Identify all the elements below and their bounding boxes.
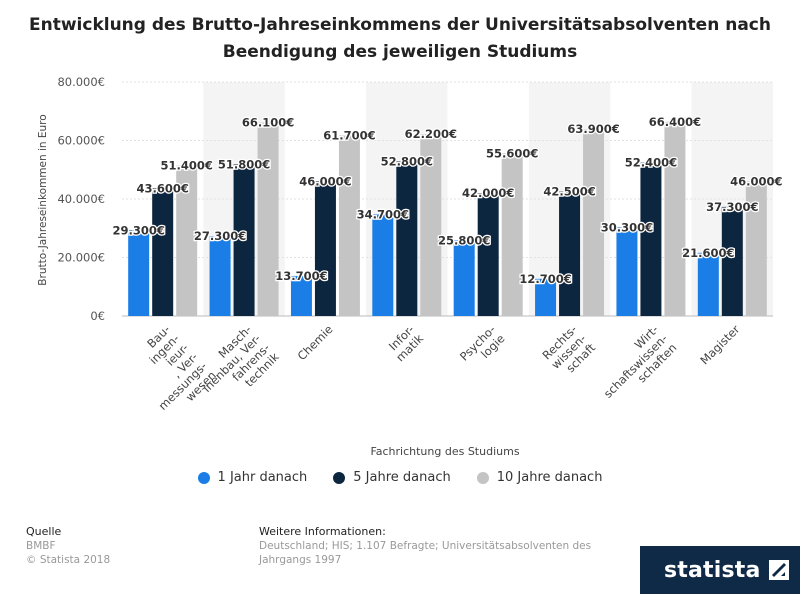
svg-text:Magister: Magister — [697, 322, 742, 367]
x-tick-label: Masch-inenbau, Ver-fahrens-technik — [191, 322, 282, 413]
data-label: 46.000€ — [730, 174, 782, 188]
x-tick-label: Infor-matik — [384, 322, 426, 364]
legend-marker-10-jahre — [476, 471, 489, 484]
info-heading[interactable]: Weitere Informationen: — [259, 525, 386, 538]
bar[interactable] — [128, 230, 150, 316]
svg-text:Wirt-schaftswissen-schaften: Wirt-schaftswissen-schaften — [592, 322, 680, 410]
bar[interactable] — [372, 214, 394, 316]
bar[interactable] — [314, 181, 336, 316]
svg-text:Masch-inenbau, Ver-fahrens-tec: Masch-inenbau, Ver-fahrens-technik — [191, 322, 282, 413]
data-label: 52.800€ — [381, 155, 433, 169]
data-label: 27.300€ — [194, 229, 246, 243]
y-axis-label: Brutto-Jahreseinkommen in Euro — [37, 114, 49, 285]
bar[interactable] — [152, 188, 174, 316]
bar[interactable] — [664, 121, 686, 316]
data-label: 62.200€ — [405, 127, 457, 141]
data-label: 29.300€ — [112, 223, 164, 237]
data-label: 34.700€ — [357, 208, 409, 222]
data-label: 42.500€ — [543, 185, 595, 199]
svg-text:Psycho-logie: Psycho-logie — [457, 322, 508, 373]
bar[interactable] — [721, 206, 743, 316]
y-tick-label: 20.000€ — [57, 251, 105, 265]
legend-marker-5-jahre — [333, 471, 346, 484]
x-tick-label: Psycho-logie — [457, 322, 508, 373]
bar[interactable] — [640, 162, 662, 316]
chart-title-line-2: Beendigung des jeweiligen Studiums — [222, 42, 578, 62]
source-value: BMBF — [26, 540, 56, 552]
bar[interactable] — [616, 227, 638, 316]
data-label: 66.400€ — [649, 115, 701, 129]
legend-item-1-jahr[interactable]: 1 Jahr danach — [197, 470, 308, 485]
source-block: Quelle BMBF © Statista 2018 — [26, 525, 110, 567]
y-tick-label: 60.000€ — [57, 134, 105, 148]
data-label: 52.400€ — [625, 156, 677, 170]
y-tick-label: 0€ — [90, 309, 105, 323]
data-label: 55.600€ — [486, 146, 538, 160]
statista-logo[interactable]: statista — [640, 546, 800, 594]
svg-text:Infor-matik: Infor-matik — [384, 322, 426, 364]
data-label: 43.600€ — [136, 181, 188, 195]
bar[interactable] — [290, 275, 312, 316]
x-tick-label: Magister — [697, 322, 742, 367]
statista-logo-icon — [768, 560, 789, 580]
bar[interactable] — [745, 181, 767, 316]
legend-marker-1-jahr — [197, 471, 210, 484]
bar[interactable] — [583, 129, 605, 316]
info-line-2: Jahrgangs 1997 — [259, 554, 342, 566]
bar[interactable] — [396, 161, 418, 316]
data-label: 51.400€ — [160, 159, 212, 173]
bar[interactable] — [477, 193, 499, 316]
legend-label-5-jahre: 5 Jahre danach — [353, 470, 451, 485]
bar[interactable] — [257, 122, 279, 316]
svg-text:Bau-ingen-ieur-, Ver-messungs-: Bau-ingen-ieur-, Ver-messungs-wesen — [119, 322, 219, 422]
copyright: © Statista 2018 — [26, 554, 111, 566]
bar[interactable] — [338, 135, 360, 316]
data-label: 63.900€ — [567, 122, 619, 136]
chart-title-line-1: Entwicklung des Brutto-Jahreseinkommens … — [29, 15, 771, 35]
bar[interactable] — [209, 236, 231, 316]
x-tick-label: Bau-ingen-ieur-, Ver-messungs-wesen — [119, 322, 219, 422]
bar[interactable] — [535, 278, 557, 316]
y-tick-label: 40.000€ — [57, 192, 105, 206]
bar[interactable] — [420, 134, 442, 316]
bar[interactable] — [176, 165, 198, 316]
svg-text:Rechts-wissen-schaft: Rechts-wissen-schaft — [539, 322, 598, 381]
data-label: 25.800€ — [438, 234, 490, 248]
legend-label-10-jahre: 10 Jahre danach — [496, 470, 603, 485]
info-line-1: Deutschland; HIS; 1.107 Befragte; Univer… — [259, 540, 592, 552]
data-label: 66.100€ — [242, 116, 294, 130]
x-axis-label: Fachrichtung des Studiums — [370, 445, 519, 458]
info-block: Weitere Informationen: Deutschland; HIS;… — [259, 525, 591, 567]
data-label: 13.700€ — [275, 269, 327, 283]
legend-label-1-jahr: 1 Jahr danach — [217, 470, 308, 485]
data-label: 37.300€ — [706, 200, 758, 214]
data-label: 42.000€ — [462, 186, 514, 200]
bar[interactable] — [453, 240, 475, 316]
legend: 1 Jahr danach 5 Jahre danach 10 Jahre da… — [0, 470, 800, 485]
bar[interactable] — [501, 153, 523, 316]
chart-title: Entwicklung des Brutto-Jahreseinkommens … — [0, 12, 800, 66]
svg-text:Chemie: Chemie — [295, 322, 336, 363]
bar[interactable] — [233, 164, 255, 316]
x-tick-label: Rechts-wissen-schaft — [539, 322, 599, 381]
x-tick-label: Chemie — [295, 322, 336, 363]
data-label: 51.800€ — [218, 157, 270, 171]
legend-item-5-jahre[interactable]: 5 Jahre danach — [333, 470, 451, 485]
bar[interactable] — [697, 252, 719, 316]
data-label: 61.700€ — [323, 129, 375, 143]
data-label: 46.000€ — [299, 174, 351, 188]
legend-item-10-jahre[interactable]: 10 Jahre danach — [476, 470, 603, 485]
statista-logo-text: statista — [664, 557, 761, 583]
x-tick-label: Wirt-schaftswissen-schaften — [592, 322, 680, 410]
bar-chart: 0€ 20.000€ 40.000€ 60.000€ 80.000€ 29.300€ 43… — [37, 75, 784, 458]
data-label: 21.600€ — [682, 246, 734, 260]
data-label: 30.300€ — [601, 220, 653, 234]
data-label: 12.700€ — [519, 272, 571, 286]
source-heading: Quelle — [26, 525, 62, 538]
y-tick-label: 80.000€ — [57, 75, 105, 89]
bar[interactable] — [559, 191, 581, 316]
